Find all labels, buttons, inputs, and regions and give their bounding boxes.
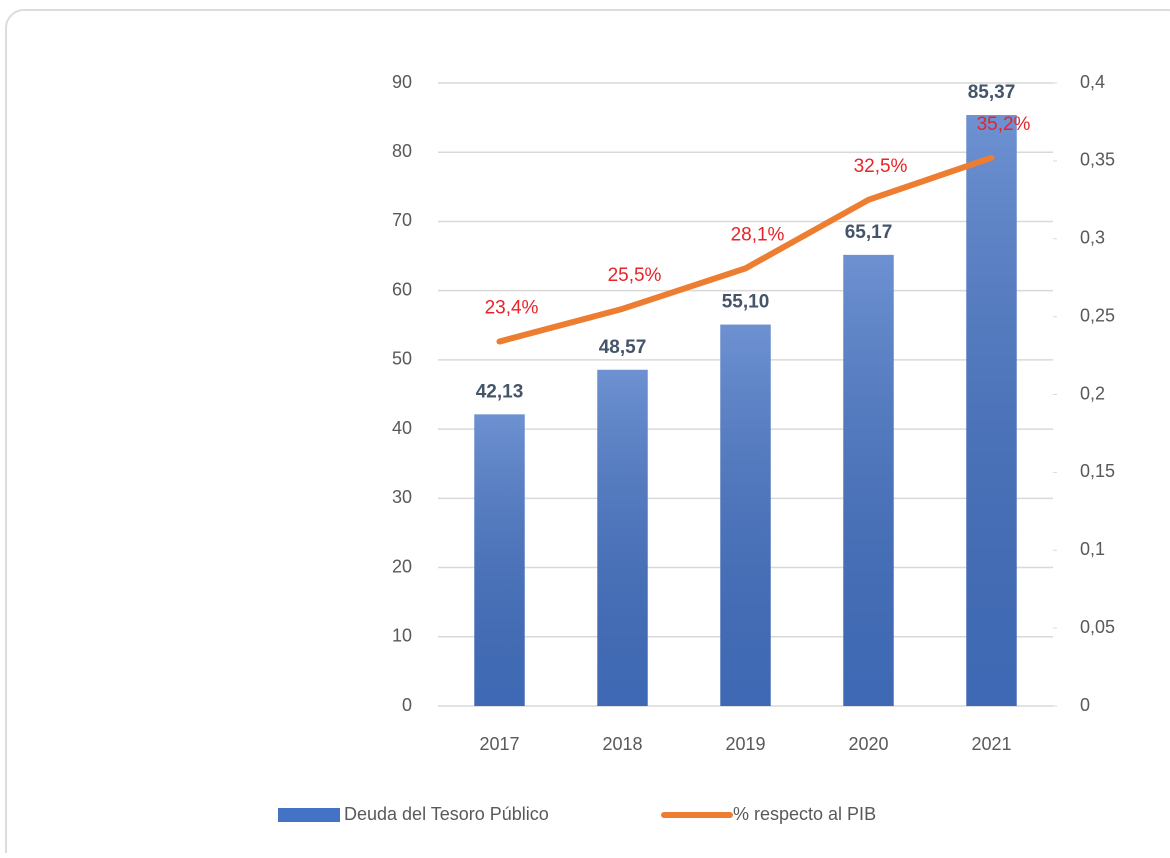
line-value-label: 35,2%	[977, 114, 1031, 135]
y-tick-label: 80	[392, 141, 412, 161]
x-tick-label: 2020	[848, 734, 888, 754]
line-value-label: 25,5%	[608, 265, 662, 286]
y-tick-label: 20	[392, 556, 412, 576]
y-tick-label: 0	[402, 695, 412, 715]
legend-swatch	[278, 808, 340, 822]
line	[496, 154, 995, 345]
x-tick-label: 2019	[725, 734, 765, 754]
y-tick-label: 40	[392, 418, 412, 438]
bar-shade	[720, 324, 771, 706]
bar-value-label: 48,57	[599, 337, 647, 358]
bar-value-label: 55,10	[722, 292, 770, 313]
y2-tick-label: 0,4	[1080, 72, 1105, 92]
bar-shade	[597, 369, 648, 706]
y2-tick-label: 0	[1080, 695, 1090, 715]
x-tick-label: 2021	[971, 734, 1011, 754]
y-tick-label: 90	[392, 72, 412, 92]
legend-label: % respecto al PIB	[733, 804, 876, 824]
y-tick-label: 50	[392, 349, 412, 369]
y-tick-label: 60	[392, 279, 412, 299]
y-tick-label: 30	[392, 487, 412, 507]
line-value-label: 32,5%	[854, 156, 908, 177]
x-tick-label: 2018	[602, 734, 642, 754]
bar-value-label: 85,37	[968, 82, 1016, 103]
y2-tick-label: 0,15	[1080, 461, 1115, 481]
line-value-label: 28,1%	[731, 224, 785, 245]
bar-value-label: 42,13	[476, 381, 524, 402]
bar-value-label: 65,17	[845, 222, 893, 243]
y-tick-label: 70	[392, 210, 412, 230]
y2-tick-label: 0,3	[1080, 228, 1105, 248]
bar-shade	[474, 414, 525, 706]
y-tick-label: 10	[392, 626, 412, 646]
y2-tick-label: 0,1	[1080, 539, 1105, 559]
y2-tick-label: 0,35	[1080, 150, 1115, 170]
line-value-label: 23,4%	[485, 298, 539, 319]
y2-tick-label: 0,2	[1080, 383, 1105, 403]
x-tick-label: 2017	[479, 734, 519, 754]
legend-label: Deuda del Tesoro Público	[344, 804, 549, 824]
bar-shade	[966, 115, 1017, 707]
y2-tick-label: 0,05	[1080, 617, 1115, 637]
y2-tick-label: 0,25	[1080, 305, 1115, 325]
bar-shade	[843, 254, 894, 706]
